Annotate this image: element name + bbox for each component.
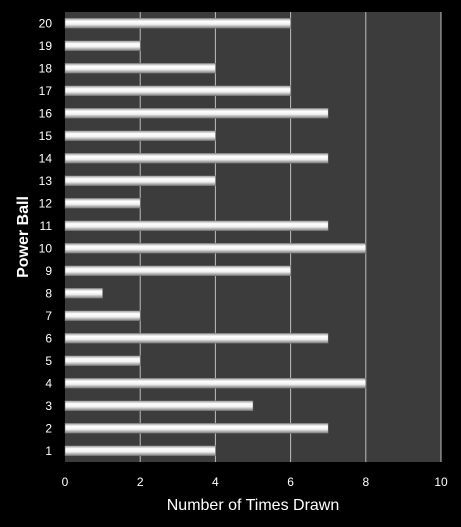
y-tick-label: 19 — [39, 39, 53, 53]
y-tick-label: 3 — [45, 399, 52, 413]
x-tick-label: 2 — [137, 475, 144, 489]
bar-12 — [64, 198, 141, 209]
y-tick-label: 8 — [45, 286, 52, 300]
bar-4 — [64, 378, 367, 389]
y-tick-label: 10 — [39, 241, 53, 255]
y-tick-label: 4 — [45, 376, 52, 390]
y-tick-label: 12 — [39, 196, 53, 210]
x-tick-label: 10 — [434, 475, 448, 489]
y-tick-label: 5 — [45, 354, 52, 368]
y-tick-label: 2 — [45, 421, 52, 435]
y-axis-title: Power Ball — [15, 196, 32, 278]
bar-11 — [64, 220, 329, 231]
y-tick-label: 17 — [39, 84, 53, 98]
bar-6 — [64, 333, 329, 344]
y-tick-label: 13 — [39, 174, 53, 188]
y-tick-label: 20 — [39, 16, 53, 30]
bar-3 — [64, 400, 254, 411]
bar-14 — [64, 153, 329, 164]
x-tick-label: 6 — [287, 475, 294, 489]
y-tick-label: 1 — [45, 444, 52, 458]
y-tick-label: 6 — [45, 331, 52, 345]
bar-8 — [64, 288, 103, 299]
bar-1 — [64, 445, 216, 456]
y-tick-label: 16 — [39, 106, 53, 120]
x-tick-label: 0 — [62, 475, 69, 489]
y-tick-label: 15 — [39, 129, 53, 143]
bars — [64, 18, 367, 456]
bar-18 — [64, 63, 216, 74]
y-tick-label: 14 — [39, 151, 53, 165]
bar-17 — [64, 85, 291, 96]
bar-19 — [64, 40, 141, 51]
bar-16 — [64, 108, 329, 119]
bar-13 — [64, 175, 216, 186]
bar-5 — [64, 355, 141, 366]
bar-10 — [64, 243, 367, 254]
x-tick-label: 8 — [362, 475, 369, 489]
x-tick-labels: 0 2 4 6 8 10 — [62, 475, 448, 489]
bar-9 — [64, 265, 291, 276]
bar-20 — [64, 18, 291, 29]
bar-7 — [64, 310, 141, 321]
x-axis-title: Number of Times Drawn — [167, 497, 340, 514]
y-tick-label: 9 — [45, 264, 52, 278]
bar-15 — [64, 130, 216, 141]
y-tick-label: 11 — [40, 219, 53, 233]
y-tick-label: 7 — [45, 309, 52, 323]
bar-2 — [64, 423, 329, 434]
x-tick-label: 4 — [212, 475, 219, 489]
y-tick-label: 18 — [39, 61, 53, 75]
plot-area — [65, 12, 441, 462]
